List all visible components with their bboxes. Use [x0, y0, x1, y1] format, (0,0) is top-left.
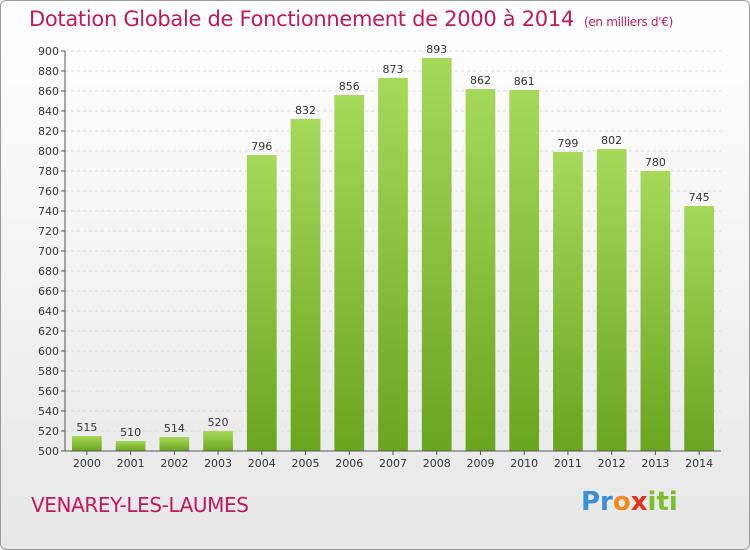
bar-value-label: 514: [164, 422, 185, 435]
bar: [246, 155, 277, 451]
bar: [596, 149, 627, 451]
bar-value-label: 515: [76, 421, 97, 434]
y-tick-label: 620: [38, 325, 59, 338]
commune-name: VENAREY-LES-LAUMES: [31, 493, 249, 517]
bar: [684, 206, 715, 451]
x-tick-label: 2014: [685, 457, 713, 470]
unit-label: (en milliers d'€): [583, 15, 673, 29]
y-tick-label: 540: [38, 405, 59, 418]
bar: [334, 95, 365, 451]
bar: [509, 90, 540, 451]
y-tick-label: 900: [38, 45, 59, 58]
bar-value-label: 799: [557, 137, 578, 150]
x-tick-label: 2001: [117, 457, 145, 470]
y-tick-label: 520: [38, 425, 59, 438]
y-tick-label: 720: [38, 225, 59, 238]
x-tick-label: 2007: [379, 457, 407, 470]
y-tick-label: 860: [38, 85, 59, 98]
x-tick-label: 2004: [248, 457, 276, 470]
x-tick-label: 2005: [292, 457, 320, 470]
bar-value-label: 802: [601, 134, 622, 147]
bar: [115, 441, 146, 451]
y-tick-label: 560: [38, 385, 59, 398]
y-tick-label: 780: [38, 165, 59, 178]
x-tick-label: 2010: [510, 457, 538, 470]
bar: [640, 171, 671, 451]
bars: [71, 58, 715, 451]
bar-value-label: 862: [470, 74, 491, 87]
bar: [421, 58, 452, 451]
y-tick-label: 760: [38, 185, 59, 198]
bar: [290, 119, 321, 451]
x-tick-label: 2009: [466, 457, 494, 470]
y-tick-label: 880: [38, 65, 59, 78]
y-tick-label: 680: [38, 265, 59, 278]
x-tick-label: 2002: [160, 457, 188, 470]
bar: [378, 78, 408, 451]
x-tick-label: 2000: [73, 457, 101, 470]
bar-value-label: 796: [251, 140, 272, 153]
bar: [553, 152, 583, 451]
labels: 500 520 540 560 580 600 620 640 660 680 700 720 740 7…: [38, 43, 713, 470]
chart-title: Dotation Globale de Fonctionnement de 20…: [29, 7, 673, 31]
bar-value-label: 873: [383, 63, 404, 76]
y-tick-label: 640: [38, 305, 59, 318]
bar: [71, 436, 102, 451]
bar-value-label: 745: [689, 191, 710, 204]
y-tick-label: 840: [38, 105, 59, 118]
y-tick-label: 820: [38, 125, 59, 138]
x-tick-label: 2011: [554, 457, 582, 470]
proxiti-logo: Proxiti: [581, 487, 678, 517]
bar-value-label: 832: [295, 104, 316, 117]
y-tick-label: 500: [38, 445, 59, 458]
bar: [203, 431, 233, 451]
bar-value-label: 893: [426, 43, 447, 56]
x-tick-label: 2013: [641, 457, 669, 470]
y-tick-label: 800: [38, 145, 59, 158]
y-tick-label: 740: [38, 205, 59, 218]
bar-value-label: 780: [645, 156, 666, 169]
y-tick-label: 660: [38, 285, 59, 298]
x-tick-label: 2012: [598, 457, 626, 470]
bar: [159, 437, 190, 451]
y-tick-label: 700: [38, 245, 59, 258]
x-tick-label: 2008: [423, 457, 451, 470]
bar-value-label: 861: [514, 75, 535, 88]
x-tick-label: 2003: [204, 457, 232, 470]
y-tick-label: 600: [38, 345, 59, 358]
x-tick-label: 2006: [335, 457, 363, 470]
axes: [61, 50, 721, 455]
bar-value-label: 520: [208, 416, 229, 429]
y-tick-label: 580: [38, 365, 59, 378]
bar-value-label: 856: [339, 80, 360, 93]
bar: [465, 89, 496, 451]
title-text: Dotation Globale de Fonctionnement de 20…: [29, 7, 574, 31]
bar-value-label: 510: [120, 426, 141, 439]
